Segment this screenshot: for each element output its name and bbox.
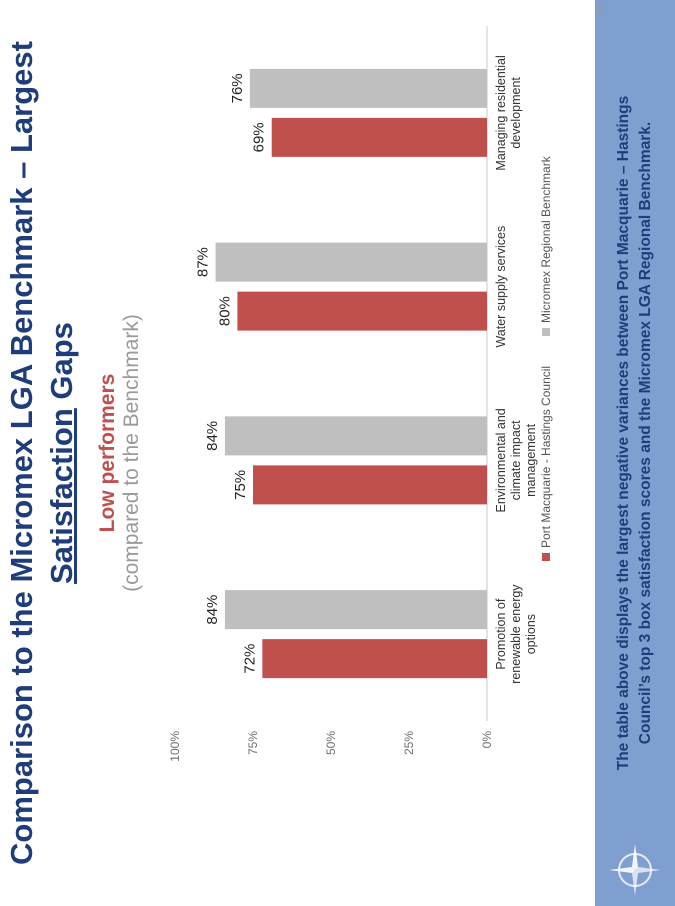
footer-banner: The table above displays the largest neg… [595, 0, 675, 906]
legend-swatch [542, 328, 550, 336]
legend-label: Micromex Regional Benchmark [539, 155, 553, 323]
data-label: 76% [229, 73, 246, 103]
data-label: 72% [241, 644, 258, 674]
bar-council [262, 639, 487, 679]
legend-label: Port Macquarie - Hastings Council [539, 366, 553, 548]
page-title: Comparison to the Micromex LGA Benchmark… [2, 0, 82, 906]
subtitle-main: Low performers [96, 373, 119, 533]
bar-benchmark [224, 590, 487, 630]
bar-council [271, 117, 487, 157]
data-label: 84% [204, 595, 221, 625]
subtitle-sub: (compared to the Benchmark) [120, 314, 143, 592]
chart-subtitle: Low performers (compared to the Benchmar… [96, 0, 144, 906]
bar-benchmark [224, 416, 487, 456]
title-underlined-word: Satisfaction [44, 408, 79, 584]
x-tick-label: Water supply services [494, 226, 508, 348]
y-tick-label: 0% [480, 731, 494, 749]
data-label: 69% [251, 122, 268, 152]
bar-council [237, 291, 488, 331]
bar-benchmark [249, 68, 487, 108]
data-label: 75% [232, 470, 249, 500]
bar-chart: 0% 25% 50% 75% 100% 72% 84% Promotion ofrenewab… [168, 26, 553, 762]
footer-text: The table above displays the largest neg… [613, 20, 657, 846]
legend-swatch [542, 553, 550, 561]
page-number: 19 [596, 4, 607, 16]
x-tick-label: Promotion ofrenewable energyoptions [494, 584, 538, 684]
y-tick-label: 75% [246, 731, 260, 755]
y-tick-label: 50% [324, 731, 338, 755]
data-label: 84% [204, 421, 221, 451]
y-tick-label: 100% [168, 731, 182, 762]
bar-council [253, 465, 487, 505]
x-tick-label: Managing residentialdevelopment [494, 55, 523, 170]
title-line-1: Comparison to the Micromex LGA Benchmark… [4, 41, 39, 865]
x-tick-label: Environmental andclimate impactmanagemen… [494, 408, 538, 512]
footer-text-line-2: Council’s top 3 box satisfaction scores … [637, 121, 654, 745]
y-tick-label: 25% [402, 731, 416, 755]
title-line-2-rest: Gaps [44, 322, 79, 409]
compass-logo-icon [609, 844, 661, 896]
data-label: 87% [195, 247, 212, 277]
footer-text-line-1: The table above displays the largest neg… [615, 95, 632, 771]
bar-benchmark [215, 242, 488, 282]
data-label: 80% [216, 296, 233, 326]
